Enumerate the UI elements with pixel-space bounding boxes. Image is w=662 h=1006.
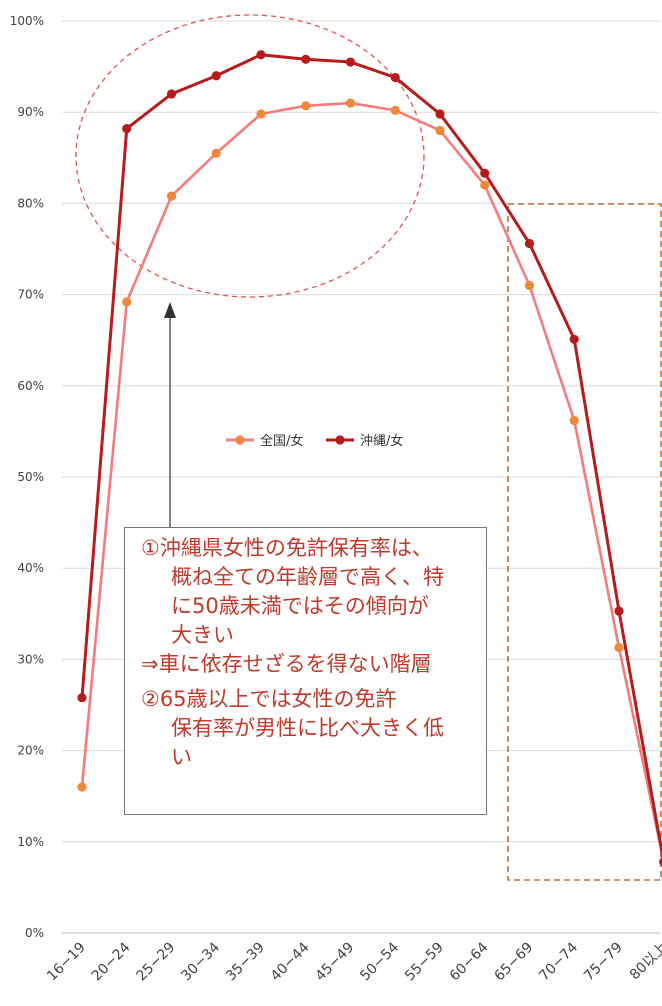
data-point [345,98,356,108]
x-tick-label: 55−59 [402,940,447,985]
series-line-1 [80,101,662,860]
x-tick-label: 45−49 [313,940,358,985]
highlights [75,14,662,881]
legend-label: 沖縄/女 [360,433,403,449]
data-point [524,280,535,291]
data-point [614,606,624,616]
data-point [614,642,624,653]
data-point [77,782,87,792]
data-point [480,180,490,190]
data-point [435,109,445,119]
highlight-ellipse-under-50 [75,14,425,298]
annotation-arrow [164,302,176,527]
y-tick-label: 20% [17,744,44,758]
data-point [301,54,311,64]
data-point [122,124,132,134]
annotation-line-4: 大きい [171,623,234,647]
data-point [480,168,490,178]
x-tick-label: 70−74 [536,939,581,984]
annotation-line-6: ②65歳以上では女性の免許 [141,687,397,711]
x-tick-label: 20−24 [89,939,134,984]
data-point [301,101,311,111]
x-tick-label: 75−79 [581,940,626,985]
x-axis-ticks: 16−19 20−24 25−29 30−34 35−39 40−44 45−49 50−54… [44,939,662,984]
annotation-line-2: 概ね全ての年齢層で高く、特 [171,565,444,589]
y-tick-label: 50% [17,470,44,484]
data-point [345,57,356,67]
x-tick-label: 40−44 [268,939,313,984]
y-tick-label: 80% [17,196,44,210]
annotation-line-3: に50歳未満ではその傾向が [171,594,429,618]
data-point [569,334,579,344]
legend-swatch-marker [235,435,245,445]
y-tick-label: 0% [25,926,44,940]
x-tick-label: 16−19 [44,940,89,985]
legend-label: 全国/女 [260,433,303,449]
y-tick-label: 70% [17,288,44,302]
series-line-2 [80,53,662,861]
data-point [211,71,221,81]
data-point [569,415,579,426]
y-tick-label: 90% [17,105,44,119]
series-layer [77,50,662,867]
data-point [659,857,662,867]
y-tick-label: 10% [17,835,44,849]
annotation-line-7: 保有率が男性に比べ大きく低 [171,716,444,740]
data-point [122,297,132,307]
data-point [256,50,266,60]
data-point [390,105,400,115]
annotation-line-5: ⇒車に依存せざるを得ない階層 [141,652,432,676]
annotation-line-8: い [171,745,192,769]
y-axis-ticks: 0% 10% 20% 30% 40% 50% 60% 70% 80% 90% 100% [10,14,44,940]
x-tick-label: 25−29 [134,940,179,985]
x-tick-label: 80以上 [627,940,662,984]
y-tick-label: 40% [17,561,44,575]
series-1 [77,98,662,867]
x-tick-label: 60−64 [447,939,492,984]
legend-swatch-marker [335,435,345,445]
y-tick-label: 60% [17,379,44,393]
x-tick-label: 30−34 [178,939,223,984]
data-point [166,191,177,201]
data-point [435,125,445,136]
series-2 [77,50,662,867]
data-point [211,148,221,158]
data-point [390,72,400,83]
data-point [166,89,177,99]
data-point [77,693,87,703]
y-tick-label: 100% [10,14,44,28]
annotation-line-1: ①沖縄県女性の免許保有率は、 [141,536,433,560]
x-tick-label: 50−54 [357,939,402,984]
highlight-box-over-65 [507,203,662,881]
legend: 全国/女 沖縄/女 [226,433,403,449]
data-point [256,109,266,119]
annotation-box: ①沖縄県女性の免許保有率は、 概ね全ての年齢層で高く、特 に50歳未満ではその傾… [124,527,487,815]
x-tick-label: 65−69 [492,940,537,985]
data-point [524,238,535,249]
y-tick-label: 30% [17,652,44,666]
x-tick-label: 35−39 [223,940,268,985]
